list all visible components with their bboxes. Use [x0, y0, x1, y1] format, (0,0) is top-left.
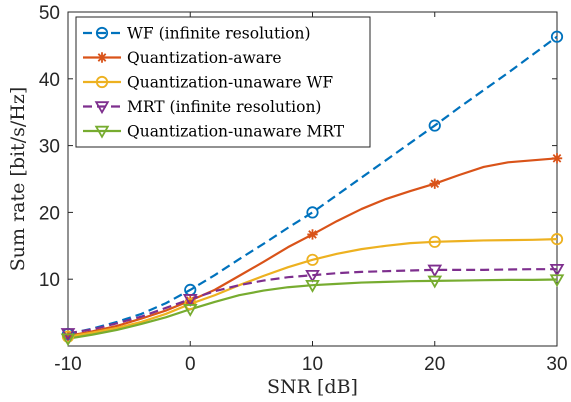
x-tick-label: 20	[424, 354, 445, 375]
legend-box	[75, 16, 371, 148]
legend: WF (infinite resolution) Quantization-awa…	[75, 16, 371, 148]
series-marker-2	[429, 178, 440, 189]
series-line-3	[67, 238, 558, 338]
series-marker-2	[62, 330, 74, 342]
y-tick-label: 40	[39, 70, 60, 91]
legend-entry-5: Quantization-unaware MRT	[127, 123, 345, 141]
y-axis-label: Sum rate [bit/s/Hz]	[7, 87, 29, 271]
x-axis-label: SNR [dB]	[267, 376, 358, 398]
y-tick-label: 30	[39, 137, 60, 158]
series-marker-3	[306, 253, 319, 266]
legend-marker-3	[95, 75, 109, 89]
series-marker-5	[427, 275, 443, 289]
series-marker-5	[60, 333, 76, 347]
legend-marker-1	[95, 26, 109, 40]
series-marker-5	[182, 304, 198, 317]
series-marker-4	[305, 269, 320, 283]
legend-marker-5	[94, 125, 110, 139]
series-marker-4	[182, 294, 198, 307]
legend-entry-4: MRT (infinite resolution)	[127, 98, 321, 116]
series-marker-3	[550, 233, 564, 246]
y-tick-label: 10	[39, 270, 60, 291]
legend-entry-1: WF (infinite resolution)	[127, 25, 311, 43]
series-marker-5	[305, 280, 320, 293]
series-marker-2	[185, 295, 196, 306]
series-line-4	[67, 268, 557, 335]
legend-entry-3: Quantization-unaware WF	[127, 74, 333, 92]
series-markers	[60, 30, 565, 347]
x-tick-label: 30	[546, 354, 567, 375]
series-marker-1	[550, 30, 564, 43]
series-marker-3	[184, 297, 197, 311]
series-marker-5	[549, 274, 565, 288]
legend-marker-4	[94, 101, 110, 115]
legend-marker-2	[96, 52, 108, 63]
y-tick-label: 20	[39, 203, 60, 224]
series-line-5	[67, 278, 558, 340]
x-tick-label: 0	[185, 354, 196, 375]
x-tick-label: -10	[54, 354, 81, 375]
series-marker-3	[428, 235, 441, 248]
series-line-1	[67, 35, 558, 336]
series-marker-1	[306, 206, 319, 219]
series-marker-2	[307, 229, 318, 240]
series-marker-2	[551, 153, 563, 164]
series-marker-4	[549, 263, 565, 277]
legend-entry-2: Quantization-aware	[127, 49, 282, 67]
x-tick-label: 10	[302, 354, 323, 375]
y-tick-label: 50	[39, 3, 60, 24]
series-marker-4	[427, 264, 443, 278]
series-marker-1	[428, 119, 441, 132]
